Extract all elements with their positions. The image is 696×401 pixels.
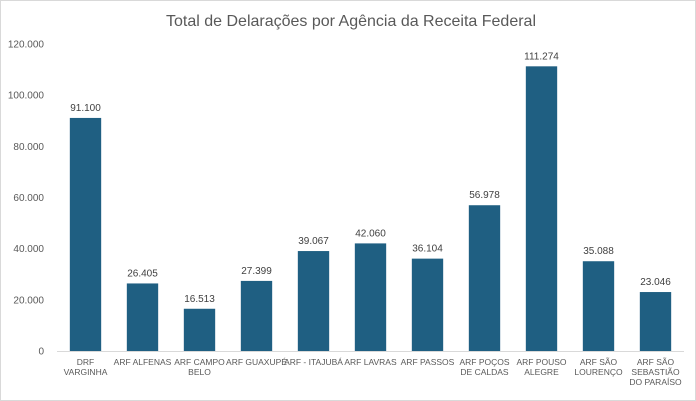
data-label: 36.104 — [412, 244, 443, 255]
bar — [639, 292, 672, 351]
x-tick-label: ARF POUSO — [516, 357, 566, 367]
bars — [69, 66, 672, 351]
x-tick-label: ARF LAVRAS — [344, 357, 397, 367]
bar — [525, 66, 558, 351]
y-axis: 0 20.000 40.000 60.000 80.000 100.000 120.000 — [8, 40, 45, 358]
data-labels: 91.100 26.405 16.513 27.399 39.067 42.060 36.1… — [70, 51, 671, 304]
x-tick-label: ARF PASSOS — [401, 357, 455, 367]
y-tick-label: 40.000 — [13, 244, 44, 255]
bar — [297, 251, 330, 351]
x-tick-label: VARGINHA — [64, 367, 108, 377]
x-tick-label: ARF CAMPO — [174, 357, 225, 367]
bar — [468, 205, 501, 351]
data-label: 16.513 — [184, 294, 215, 305]
x-tick-label: ARF ALFENAS — [114, 357, 172, 367]
bar — [240, 280, 273, 351]
x-tick-label: DRF — [77, 357, 94, 367]
y-tick-label: 60.000 — [13, 193, 44, 204]
x-tick-label: ARF - ITAJUBÁ — [284, 357, 343, 367]
data-label: 26.405 — [127, 268, 158, 279]
data-label: 111.274 — [524, 51, 559, 62]
bar — [411, 258, 444, 351]
data-label: 42.060 — [355, 228, 386, 239]
bar — [69, 117, 102, 351]
y-tick-label: 100.000 — [8, 91, 45, 102]
bar — [183, 308, 216, 351]
x-tick-label: LOURENÇO — [574, 367, 623, 377]
x-tick-label: ARF POÇOS — [459, 357, 509, 367]
data-label: 23.046 — [640, 277, 671, 288]
data-label: 91.100 — [70, 103, 101, 114]
bar — [126, 283, 159, 351]
x-tick-label: DE CALDAS — [460, 367, 509, 377]
y-tick-label: 0 — [38, 347, 44, 358]
x-tick-label: ALEGRE — [524, 367, 559, 377]
bar — [582, 261, 615, 351]
x-tick-label: ARF SÃO — [580, 357, 618, 367]
y-tick-label: 120.000 — [8, 40, 45, 51]
x-tick-label: DO PARAÍSO — [629, 377, 682, 387]
y-tick-label: 80.000 — [13, 142, 44, 153]
data-label: 27.399 — [241, 266, 272, 277]
x-tick-label: ARF GUAXUPÉ — [226, 357, 287, 367]
bar — [354, 243, 387, 351]
x-tick-label: ARF SÃO — [637, 357, 675, 367]
data-label: 39.067 — [298, 236, 329, 247]
chart-title: Total de Delarações por Agência da Recei… — [166, 13, 536, 30]
y-tick-label: 20.000 — [13, 295, 44, 306]
x-tick-label: SEBASTIÃO — [631, 367, 680, 377]
x-tick-label: BELO — [188, 367, 211, 377]
data-label: 56.978 — [469, 190, 500, 201]
data-label: 35.088 — [583, 246, 614, 257]
